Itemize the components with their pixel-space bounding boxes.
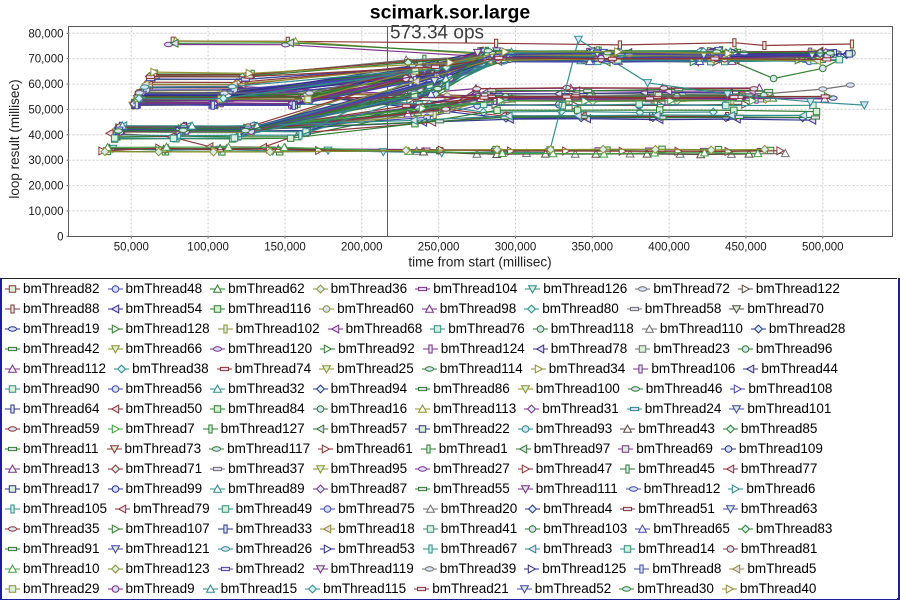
svg-text:200,000: 200,000 [341,242,383,254]
svg-text:400,000: 400,000 [648,242,690,254]
svg-text:10,000: 10,000 [28,206,63,218]
svg-text:30,000: 30,000 [28,155,63,167]
svg-text:573.34 ops: 573.34 ops [390,23,484,44]
svg-text:loop result (millisec): loop result (millisec) [7,79,22,198]
svg-text:450,000: 450,000 [725,242,767,254]
svg-text:100,000: 100,000 [187,242,229,254]
svg-text:0: 0 [57,231,63,243]
svg-text:350,000: 350,000 [572,242,614,254]
svg-text:scimark.sor.large: scimark.sor.large [370,2,531,24]
svg-text:150,000: 150,000 [264,242,306,254]
svg-text:50,000: 50,000 [28,104,63,116]
svg-text:300,000: 300,000 [495,242,537,254]
svg-text:250,000: 250,000 [418,242,460,254]
svg-text:70,000: 70,000 [28,54,63,66]
svg-text:40,000: 40,000 [28,130,63,142]
svg-text:time from start (millisec): time from start (millisec) [408,255,551,270]
svg-text:500,000: 500,000 [802,242,844,254]
svg-text:60,000: 60,000 [28,79,63,91]
svg-text:20,000: 20,000 [28,181,63,193]
svg-text:80,000: 80,000 [28,28,63,40]
svg-text:50,000: 50,000 [114,242,149,254]
